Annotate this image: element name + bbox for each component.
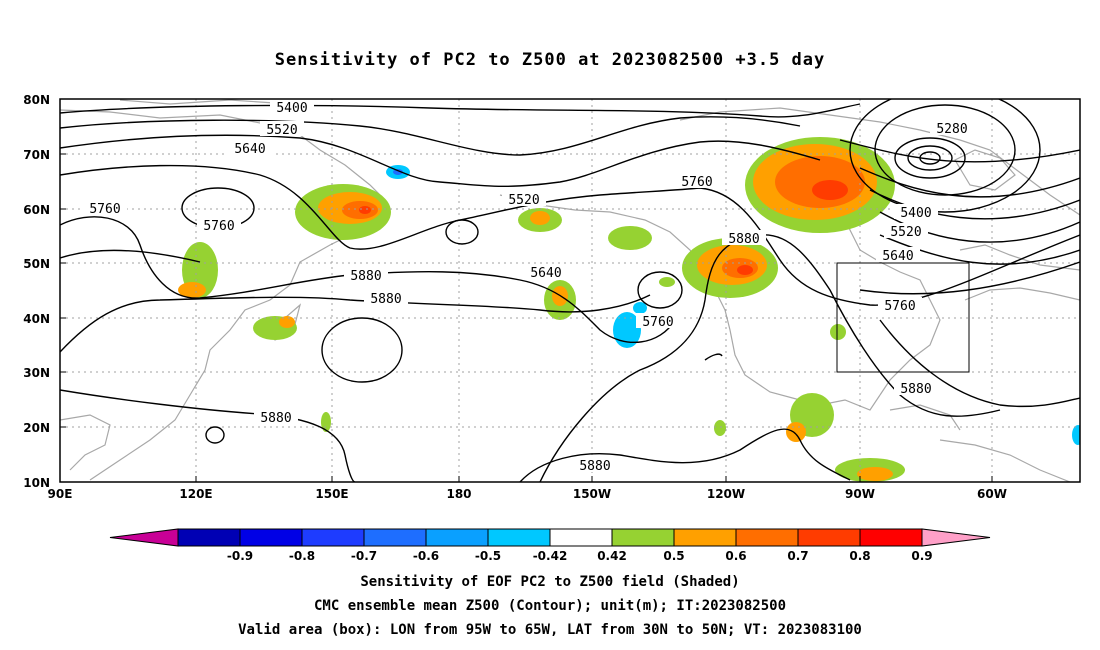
contour-label: 5760 <box>83 200 127 217</box>
svg-text:5520: 5520 <box>508 193 539 208</box>
svg-text:5640: 5640 <box>530 266 561 281</box>
svg-text:5400: 5400 <box>276 101 307 116</box>
colorbar-tick-label: 0.8 <box>849 549 870 563</box>
svg-text:5640: 5640 <box>234 142 265 157</box>
colorbar-arrow-left <box>109 528 179 547</box>
lat-label: 30N <box>23 366 50 380</box>
colorbar-arrow-right <box>921 528 991 547</box>
svg-text:5280: 5280 <box>936 122 967 137</box>
lon-label: 90W <box>845 487 875 501</box>
contour-label: 5880 <box>722 230 766 247</box>
svg-text:5880: 5880 <box>370 292 401 307</box>
lat-label: 80N <box>23 93 50 107</box>
contour-label: 5520 <box>502 191 546 208</box>
contour-label: 5880 <box>364 290 408 307</box>
svg-text:5400: 5400 <box>900 206 931 221</box>
footer-line-3: Valid area (box): LON from 95W to 65W, L… <box>238 622 862 638</box>
colorbar-swatch <box>611 528 675 547</box>
plot-frame <box>59 98 1081 483</box>
contour-label: 5760 <box>636 313 680 330</box>
contour-label: 5760 <box>197 217 241 234</box>
contour-label: 5760 <box>878 297 922 314</box>
lon-label: 150W <box>573 487 611 501</box>
lat-label: 70N <box>23 148 50 162</box>
colorbar-swatch <box>735 528 799 547</box>
contour-label: 5640 <box>228 140 272 157</box>
contour-labels: 5400 5520 5640 5760 5760 5880 5880 5760 … <box>83 99 974 474</box>
contour-label: 5520 <box>884 223 928 240</box>
footer-line-1: Sensitivity of EOF PC2 to Z500 field (Sh… <box>360 574 740 590</box>
svg-text:5640: 5640 <box>882 249 913 264</box>
colorbar-tick-label: -0.42 <box>533 549 568 563</box>
colorbar-swatch <box>239 528 303 547</box>
colorbar-swatch <box>549 528 613 547</box>
colorbar-tick-label: -0.8 <box>289 549 315 563</box>
map-title: Sensitivity of PC2 to Z500 at 2023082500… <box>274 50 826 70</box>
colorbar-tick-label: -0.9 <box>227 549 253 563</box>
footer-line-2: CMC ensemble mean Z500 (Contour); unit(m… <box>313 598 786 614</box>
lon-label: 150E <box>315 487 348 501</box>
lat-label: 60N <box>23 203 50 217</box>
colorbar-tick-label: -0.6 <box>413 549 439 563</box>
contour-label: 5640 <box>524 264 568 281</box>
svg-text:5880: 5880 <box>579 459 610 474</box>
colorbar-swatch <box>673 528 737 547</box>
sensitivity-shading <box>178 137 1080 482</box>
colorbar-swatch <box>859 528 923 547</box>
svg-text:5520: 5520 <box>266 123 297 138</box>
svg-text:5880: 5880 <box>260 411 291 426</box>
contour-label: 5880 <box>894 380 938 397</box>
svg-text:5520: 5520 <box>890 225 921 240</box>
latitude-labels: 80N 70N 60N 50N 40N 30N 20N 10N <box>23 93 50 490</box>
colorbar-labels: -0.9 -0.8 -0.7 -0.6 -0.5 -0.42 0.42 0.5 0.6 0.7 0.… <box>227 549 933 563</box>
lat-label: 40N <box>23 312 50 326</box>
contour-label: 5760 <box>675 173 719 190</box>
colorbar-tick-label: 0.7 <box>787 549 808 563</box>
svg-text:5760: 5760 <box>681 175 712 190</box>
colorbar-swatch <box>363 528 427 547</box>
z500-contours <box>60 99 1080 482</box>
colorbar-tick-label: 0.6 <box>725 549 746 563</box>
contour-label: 5400 <box>894 204 938 221</box>
svg-text:5760: 5760 <box>642 315 673 330</box>
contour-label: 5280 <box>930 120 974 137</box>
axis-ticks <box>60 153 993 482</box>
contour-label: 5520 <box>260 121 304 138</box>
colorbar-swatch <box>425 528 489 547</box>
contour-label: 5880 <box>344 267 388 284</box>
contour-label: 5400 <box>270 99 314 116</box>
colorbar-swatch <box>301 528 365 547</box>
svg-text:5880: 5880 <box>900 382 931 397</box>
colorbar-tick-label: 0.5 <box>663 549 684 563</box>
svg-text:5880: 5880 <box>728 232 759 247</box>
lon-label: 90E <box>48 487 73 501</box>
svg-text:5760: 5760 <box>203 219 234 234</box>
colorbar-tick-label: 0.9 <box>911 549 932 563</box>
colorbar-swatch <box>177 528 241 547</box>
lon-label: 180 <box>446 487 471 501</box>
contour-label: 5640 <box>876 247 920 264</box>
contour-label: 5880 <box>254 409 298 426</box>
colorbar-swatch <box>797 528 861 547</box>
lat-label: 20N <box>23 421 50 435</box>
colorbar-tick-label: 0.42 <box>597 549 627 563</box>
lat-label: 50N <box>23 257 50 271</box>
lon-label: 120E <box>179 487 212 501</box>
graticule <box>60 99 1080 482</box>
colorbar-tick-label: -0.5 <box>475 549 501 563</box>
colorbar-tick-label: -0.7 <box>351 549 377 563</box>
valid-area-box <box>836 262 970 373</box>
lon-label: 120W <box>707 487 745 501</box>
svg-text:5760: 5760 <box>884 299 915 314</box>
contour-label: 5880 <box>573 457 617 474</box>
svg-text:5880: 5880 <box>350 269 381 284</box>
svg-text:5760: 5760 <box>89 202 120 217</box>
lon-label: 60W <box>977 487 1007 501</box>
longitude-labels: 90E 120E 150E 180 150W 120W 90W 60W <box>48 487 1007 501</box>
lat-label: 10N <box>23 476 50 490</box>
colorbar-swatch <box>487 528 551 547</box>
colorbar <box>109 528 991 547</box>
